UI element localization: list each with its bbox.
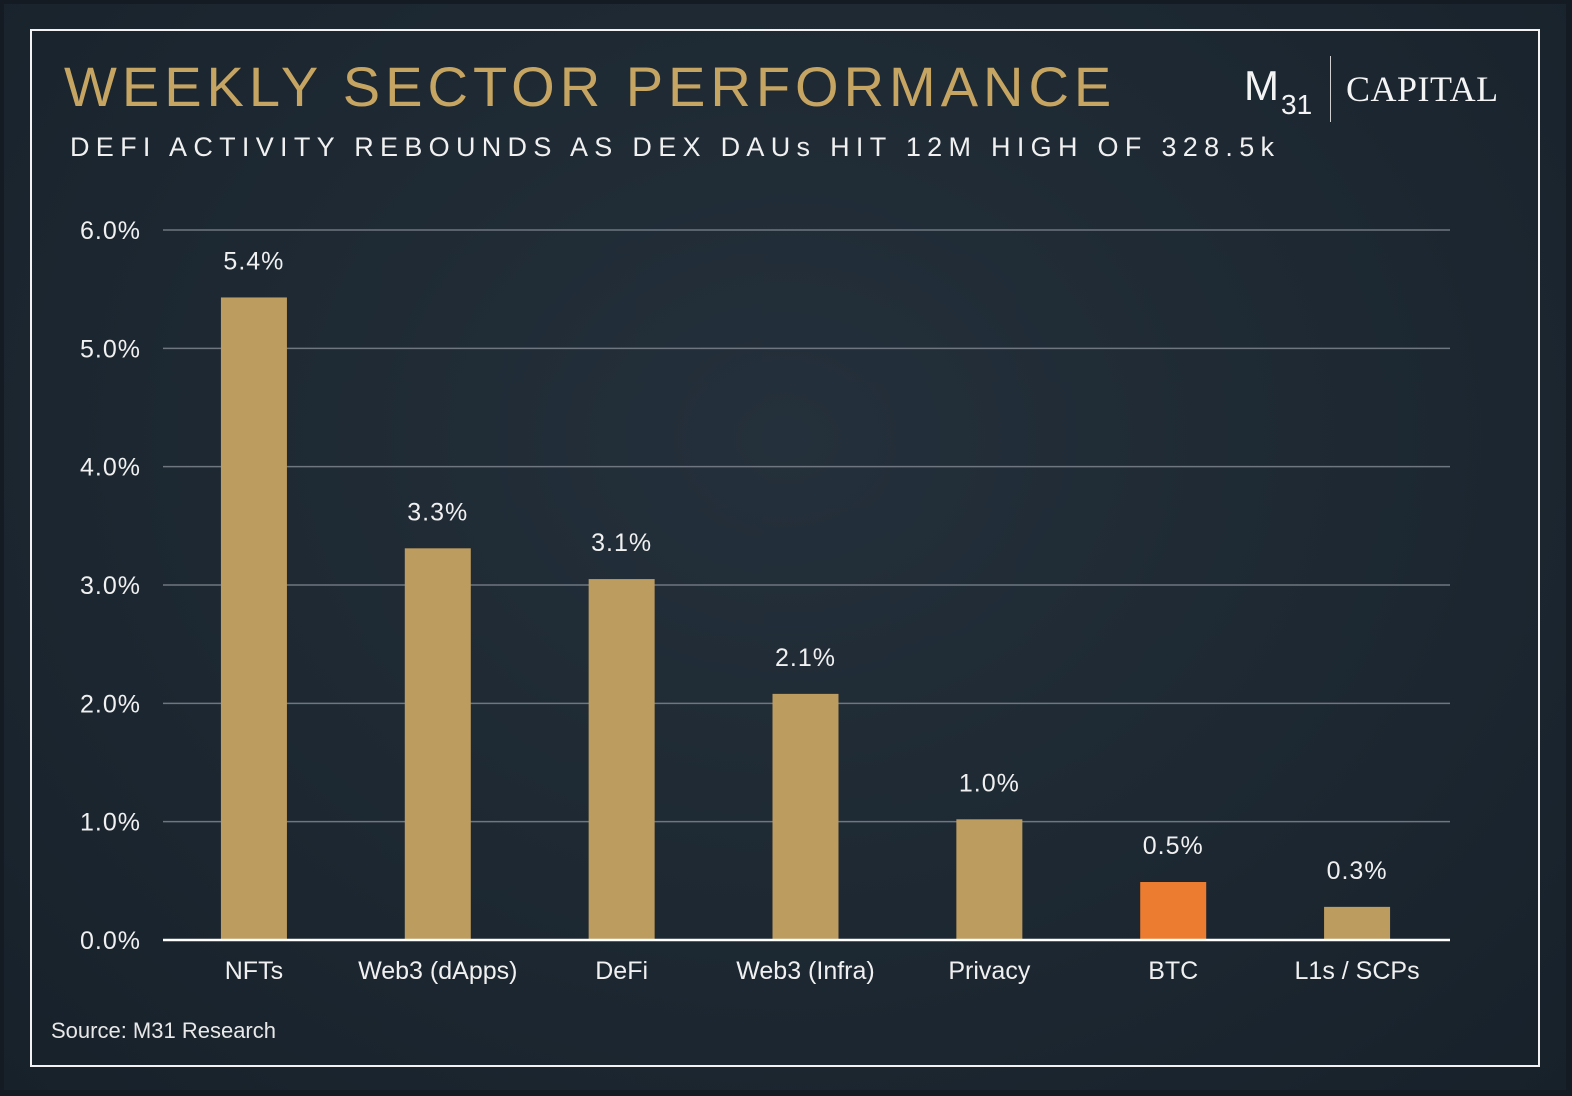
chart-title: WEEKLY SECTOR PERFORMANCE: [64, 55, 1117, 118]
source-note: Source: M31 Research: [51, 1018, 276, 1043]
bar-privacy: [956, 819, 1023, 940]
bar-web3-dapps: [404, 548, 471, 940]
bar-nfts: [220, 297, 287, 940]
data-label: 1.0%: [959, 769, 1020, 797]
data-label: 2.1%: [775, 644, 836, 672]
bar-web3-infra: [772, 693, 839, 940]
bar-l1s-scps: [1324, 906, 1391, 940]
chart-frame: [30, 29, 1540, 1067]
y-tick-label: 5.0%: [80, 335, 141, 363]
y-tick-label: 0.0%: [80, 927, 141, 955]
logo-divider: [1330, 56, 1331, 122]
bar-defi: [588, 579, 655, 940]
y-tick-label: 4.0%: [80, 454, 141, 482]
x-tick-label: L1s / SCPs: [1295, 957, 1420, 985]
x-tick-label: Web3 (dApps): [358, 957, 517, 985]
x-tick-label: NFTs: [225, 957, 283, 985]
x-tick-label: Web3 (Infra): [736, 957, 874, 985]
data-label: 3.1%: [591, 529, 652, 557]
data-label: 3.3%: [407, 498, 468, 526]
logo-m31: M31: [1244, 62, 1312, 120]
x-tick-label: Privacy: [948, 957, 1030, 985]
bar-btc: [1140, 882, 1207, 940]
y-tick-label: 1.0%: [80, 809, 141, 837]
data-label: 0.3%: [1327, 857, 1388, 885]
x-tick-label: BTC: [1148, 957, 1198, 985]
y-tick-label: 3.0%: [80, 572, 141, 600]
y-tick-label: 2.0%: [80, 690, 141, 718]
y-tick-label: 6.0%: [80, 217, 141, 245]
m31-capital-logo: M31 CAPITAL: [1244, 56, 1504, 126]
x-tick-label: DeFi: [595, 957, 648, 985]
data-label: 5.4%: [223, 247, 284, 275]
logo-m31-subscript: 31: [1281, 89, 1313, 120]
logo-m31-letter: M: [1244, 62, 1279, 109]
chart-subtitle: DEFI ACTIVITY REBOUNDS AS DEX DAUs HIT 1…: [70, 132, 1281, 162]
data-label: 0.5%: [1143, 832, 1204, 860]
logo-capital: CAPITAL: [1346, 69, 1499, 109]
